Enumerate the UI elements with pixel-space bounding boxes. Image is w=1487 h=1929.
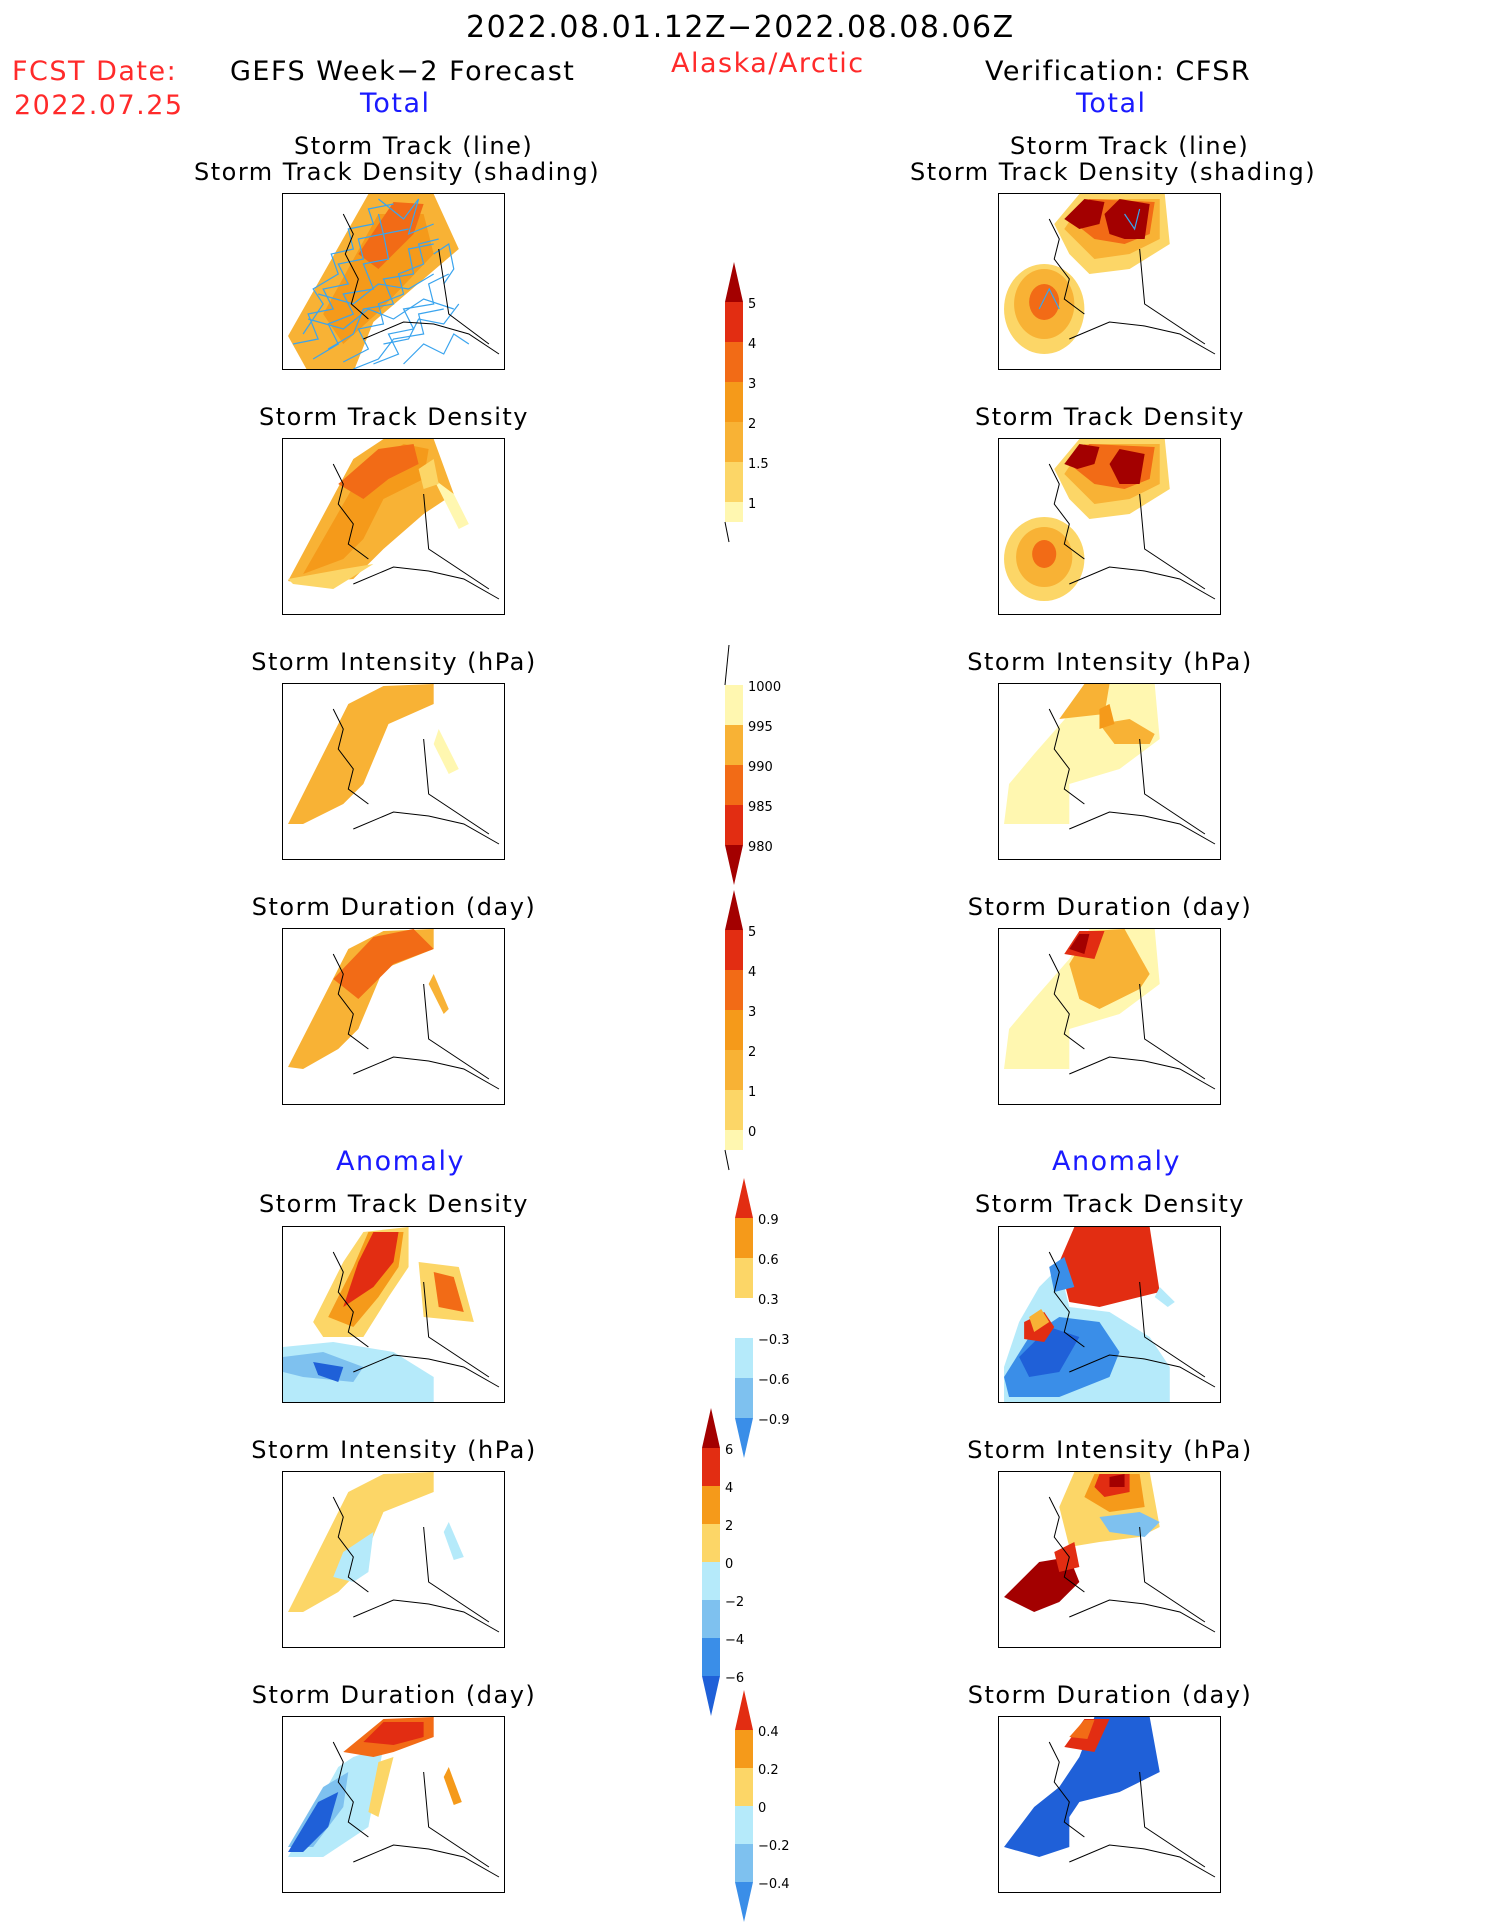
cb-intensity-label-2: 990 bbox=[748, 760, 773, 775]
cb-intensity-label-4: 980 bbox=[748, 840, 773, 855]
cb-density-label-5: 1 bbox=[748, 497, 756, 512]
cb-anom-intensity-label-4: −2 bbox=[725, 1595, 744, 1610]
colorbar-anom-intensity: 6 4 2 0 −2 −4 −6 bbox=[701, 1408, 771, 1722]
title-density-right: Storm Track Density bbox=[975, 403, 1245, 431]
cb-density-label-3: 2 bbox=[748, 417, 756, 432]
fcst-date: 2022.07.25 bbox=[14, 90, 184, 121]
cb-anom-density-label-0: 0.9 bbox=[758, 1213, 779, 1228]
anomaly-right-label: Anomaly bbox=[1052, 1146, 1181, 1177]
title-duration-right: Storm Duration (day) bbox=[967, 893, 1253, 921]
title-density-left: Storm Track Density bbox=[259, 403, 529, 431]
cb-density-label-0: 5 bbox=[748, 297, 756, 312]
region-title: Alaska/Arctic bbox=[671, 48, 865, 79]
map-right-anom-duration bbox=[998, 1716, 1221, 1893]
title-intensity-left: Storm Intensity (hPa) bbox=[251, 648, 537, 676]
map-right-track bbox=[998, 193, 1221, 370]
cb-anom-duration-label-1: 0.2 bbox=[758, 1763, 779, 1778]
title-anom-intensity-right: Storm Intensity (hPa) bbox=[967, 1436, 1253, 1464]
cb-intensity-label-1: 995 bbox=[748, 720, 773, 735]
cb-anom-intensity-label-0: 6 bbox=[725, 1443, 733, 1458]
cb-anom-density-label-2: 0.3 bbox=[758, 1293, 779, 1308]
cb-density-label-4: 1.5 bbox=[748, 457, 769, 472]
date-range: 2022.08.01.12Z−2022.08.08.06Z bbox=[466, 10, 1015, 45]
cb-duration-label-1: 4 bbox=[748, 965, 756, 980]
map-right-intensity bbox=[998, 683, 1221, 860]
cb-anom-density-label-1: 0.6 bbox=[758, 1253, 779, 1268]
total-right-label: Total bbox=[1076, 88, 1147, 119]
title-anom-density-left: Storm Track Density bbox=[259, 1190, 529, 1218]
title-track-line-right: Storm Track (line) bbox=[1010, 132, 1250, 160]
cb-anom-density-label-5: −0.9 bbox=[758, 1413, 790, 1428]
title-track-shading-left: Storm Track Density (shading) bbox=[194, 158, 601, 186]
cb-density-label-2: 3 bbox=[748, 377, 756, 392]
colorbar-duration: 5 4 3 2 1 0 bbox=[724, 890, 804, 1184]
right-column-title: Verification: CFSR bbox=[985, 56, 1252, 87]
cb-duration-label-2: 3 bbox=[748, 1005, 756, 1020]
map-right-anom-density bbox=[998, 1226, 1221, 1403]
map-left-track bbox=[282, 193, 505, 370]
map-right-duration bbox=[998, 928, 1221, 1105]
title-anom-density-right: Storm Track Density bbox=[975, 1190, 1245, 1218]
cb-density-label-1: 4 bbox=[748, 337, 756, 352]
cb-anom-duration-label-0: 0.4 bbox=[758, 1725, 779, 1740]
cb-anom-intensity-label-3: 0 bbox=[725, 1557, 733, 1572]
colorbar-anom-density: 0.9 0.6 0.3 −0.3 −0.6 −0.9 bbox=[734, 1178, 804, 1462]
cb-duration-label-4: 1 bbox=[748, 1085, 756, 1100]
title-track-line-left: Storm Track (line) bbox=[294, 132, 534, 160]
cb-anom-intensity-label-5: −4 bbox=[725, 1633, 744, 1648]
cb-anom-duration-label-3: −0.2 bbox=[758, 1839, 790, 1854]
title-track-shading-right: Storm Track Density (shading) bbox=[910, 158, 1317, 186]
total-left-label: Total bbox=[360, 88, 431, 119]
map-left-anom-density bbox=[282, 1226, 505, 1403]
colorbar-intensity: 1000 995 990 985 980 bbox=[724, 644, 804, 889]
cb-intensity-label-0: 1000 bbox=[748, 680, 781, 695]
title-anom-duration-right: Storm Duration (day) bbox=[967, 1681, 1253, 1709]
map-left-anom-duration bbox=[282, 1716, 505, 1893]
colorbar-density: 5 4 3 2 1.5 1 bbox=[724, 262, 804, 556]
title-anom-duration-left: Storm Duration (day) bbox=[251, 1681, 537, 1709]
cb-duration-label-5: 0 bbox=[748, 1125, 756, 1140]
anomaly-left-label: Anomaly bbox=[336, 1146, 465, 1177]
title-duration-left: Storm Duration (day) bbox=[251, 893, 537, 921]
map-left-intensity bbox=[282, 683, 505, 860]
map-left-density bbox=[282, 438, 505, 615]
cb-intensity-label-3: 985 bbox=[748, 800, 773, 815]
cb-duration-label-0: 5 bbox=[748, 925, 756, 940]
colorbar-anom-duration: 0.4 0.2 0 −0.2 −0.4 bbox=[734, 1690, 804, 1929]
cb-anom-density-label-4: −0.6 bbox=[758, 1373, 790, 1388]
cb-duration-label-3: 2 bbox=[748, 1045, 756, 1060]
cb-anom-intensity-label-1: 4 bbox=[725, 1481, 733, 1496]
map-left-anom-intensity bbox=[282, 1471, 505, 1648]
cb-anom-density-label-3: −0.3 bbox=[758, 1333, 790, 1348]
title-anom-intensity-left: Storm Intensity (hPa) bbox=[251, 1436, 537, 1464]
cb-anom-duration-label-4: −0.4 bbox=[758, 1877, 790, 1892]
cb-anom-duration-label-2: 0 bbox=[758, 1801, 766, 1816]
cb-anom-intensity-label-6: −6 bbox=[725, 1671, 744, 1686]
left-column-title: GEFS Week−2 Forecast bbox=[230, 56, 576, 87]
map-left-duration bbox=[282, 928, 505, 1105]
map-right-density bbox=[998, 438, 1221, 615]
fcst-label: FCST Date: bbox=[12, 56, 178, 87]
title-intensity-right: Storm Intensity (hPa) bbox=[967, 648, 1253, 676]
map-right-anom-intensity bbox=[998, 1471, 1221, 1648]
cb-anom-intensity-label-2: 2 bbox=[725, 1519, 733, 1534]
